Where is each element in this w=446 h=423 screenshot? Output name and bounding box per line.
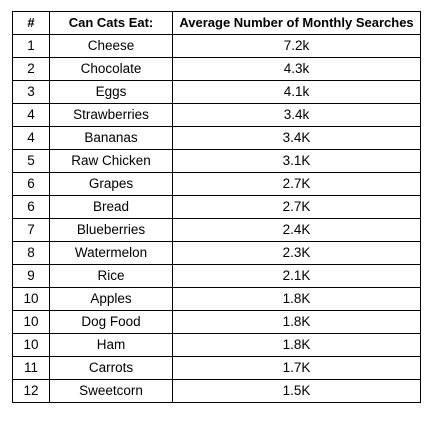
- food-cell: Cheese: [49, 34, 173, 58]
- rank-cell: 6: [12, 195, 50, 219]
- rank-cell: 12: [12, 379, 50, 403]
- rank-cell: 11: [12, 356, 50, 380]
- food-cell: Watermelon: [49, 241, 173, 265]
- rank-cell: 2: [12, 57, 50, 81]
- searches-cell: 1.8K: [172, 333, 421, 357]
- searches-cell: 7.2k: [172, 34, 421, 58]
- header-food: Can Cats Eat:: [49, 11, 173, 35]
- rank-cell: 6: [12, 172, 50, 196]
- header-searches: Average Number of Monthly Searches: [172, 11, 421, 35]
- table-row: 6 Grapes 2.7K: [12, 172, 421, 196]
- table-row: 1 Cheese 7.2k: [12, 34, 421, 58]
- searches-cell: 1.5K: [172, 379, 421, 403]
- rank-cell: 10: [12, 310, 50, 334]
- food-cell: Ham: [49, 333, 173, 357]
- searches-cell: 1.8K: [172, 310, 421, 334]
- searches-cell: 1.8K: [172, 287, 421, 311]
- searches-cell: 4.3k: [172, 57, 421, 81]
- food-cell: Eggs: [49, 80, 173, 104]
- food-cell: Raw Chicken: [49, 149, 173, 173]
- searches-cell: 3.4K: [172, 126, 421, 150]
- searches-cell: 1.7K: [172, 356, 421, 380]
- food-cell: Grapes: [49, 172, 173, 196]
- rank-cell: 5: [12, 149, 50, 173]
- table-row: 2 Chocolate 4.3k: [12, 57, 421, 81]
- table-row: 4 Bananas 3.4K: [12, 126, 421, 150]
- rank-cell: 3: [12, 80, 50, 104]
- rank-cell: 10: [12, 333, 50, 357]
- table-row: 4 Strawberries 3.4k: [12, 103, 421, 127]
- table-header-row: # Can Cats Eat: Average Number of Monthl…: [12, 11, 421, 35]
- rank-cell: 4: [12, 126, 50, 150]
- food-cell: Carrots: [49, 356, 173, 380]
- food-cell: Dog Food: [49, 310, 173, 334]
- table-row: 11 Carrots 1.7K: [12, 356, 421, 380]
- table-row: 5 Raw Chicken 3.1K: [12, 149, 421, 173]
- table-row: 9 Rice 2.1K: [12, 264, 421, 288]
- table-row: 10 Ham 1.8K: [12, 333, 421, 357]
- rank-cell: 7: [12, 218, 50, 242]
- table-row: 7 Blueberries 2.4K: [12, 218, 421, 242]
- food-cell: Bread: [49, 195, 173, 219]
- food-cell: Rice: [49, 264, 173, 288]
- food-cell: Apples: [49, 287, 173, 311]
- searches-cell: 2.3K: [172, 241, 421, 265]
- header-rank: #: [12, 11, 50, 35]
- table-row: 10 Dog Food 1.8K: [12, 310, 421, 334]
- food-cell: Sweetcorn: [49, 379, 173, 403]
- table-body: 1 Cheese 7.2k 2 Chocolate 4.3k 3 Eggs 4.1k 4 Straw…: [12, 34, 421, 403]
- searches-table: # Can Cats Eat: Average Number of Monthl…: [12, 11, 421, 403]
- table-row: 8 Watermelon 2.3K: [12, 241, 421, 265]
- rank-cell: 4: [12, 103, 50, 127]
- searches-cell: 2.4K: [172, 218, 421, 242]
- table-row: 6 Bread 2.7K: [12, 195, 421, 219]
- rank-cell: 9: [12, 264, 50, 288]
- searches-cell: 4.1k: [172, 80, 421, 104]
- rank-cell: 10: [12, 287, 50, 311]
- searches-cell: 3.4k: [172, 103, 421, 127]
- rank-cell: 8: [12, 241, 50, 265]
- food-cell: Strawberries: [49, 103, 173, 127]
- table-row: 10 Apples 1.8K: [12, 287, 421, 311]
- table-row: 3 Eggs 4.1k: [12, 80, 421, 104]
- food-cell: Chocolate: [49, 57, 173, 81]
- table-row: 12 Sweetcorn 1.5K: [12, 379, 421, 403]
- searches-cell: 3.1K: [172, 149, 421, 173]
- food-cell: Blueberries: [49, 218, 173, 242]
- searches-cell: 2.1K: [172, 264, 421, 288]
- searches-cell: 2.7K: [172, 195, 421, 219]
- rank-cell: 1: [12, 34, 50, 58]
- searches-cell: 2.7K: [172, 172, 421, 196]
- food-cell: Bananas: [49, 126, 173, 150]
